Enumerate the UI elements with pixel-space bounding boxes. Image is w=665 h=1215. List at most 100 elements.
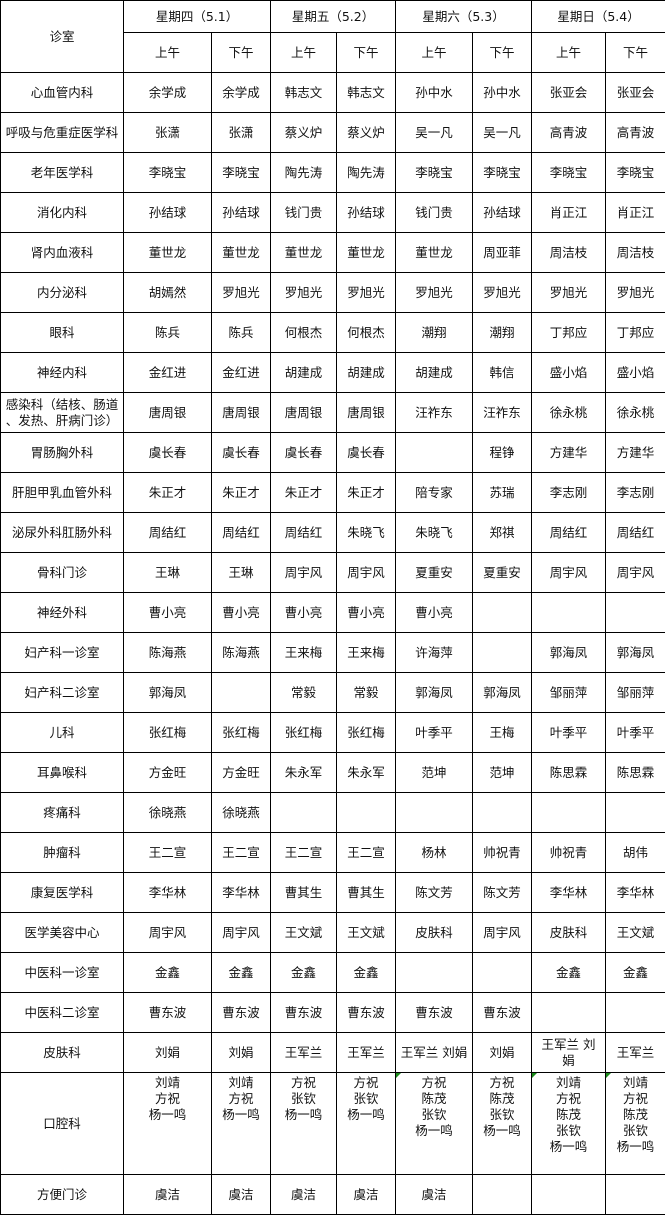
doctor-cell: 朱晓飞 xyxy=(396,513,473,553)
doctor-name: 孙结球 xyxy=(483,205,521,220)
doctor-name: 朱永军 xyxy=(347,765,385,780)
doctor-name: 朱正才 xyxy=(149,485,187,500)
doctor-cell: 曹小亮 xyxy=(271,593,337,633)
doctor-cell xyxy=(473,793,532,833)
day-header: 星期日（5.4） xyxy=(532,1,665,33)
doctor-cell xyxy=(473,633,532,673)
doctor-name: 曹东波 xyxy=(483,1005,521,1020)
table-row: 中医科二诊室曹东波曹东波曹东波曹东波曹东波曹东波 xyxy=(1,993,665,1033)
doctor-name: 苏瑞 xyxy=(490,485,515,500)
table-row: 儿科张红梅张红梅张红梅张红梅叶季平王梅叶季平叶季平 xyxy=(1,713,665,753)
doctor-cell: 肖正江 xyxy=(532,193,606,233)
doctor-cell: 刘娟 xyxy=(212,1033,271,1073)
doctor-name: 胡伟 xyxy=(623,845,648,860)
doctor-name: 李晓宝 xyxy=(415,165,453,180)
doctor-name: 虞洁 xyxy=(155,1187,180,1202)
doctor-cell: 张红梅 xyxy=(124,713,212,753)
dept-name: 呼吸与危重症医学科 xyxy=(1,113,124,153)
doctor-name: 王二宣 xyxy=(347,845,385,860)
doctor-name: 曹小亮 xyxy=(415,605,453,620)
table-row: 医学美容中心周宇风周宇风王文斌王文斌皮肤科周宇风皮肤科王文斌 xyxy=(1,913,665,953)
doctor-cell: 刘靖 方祝 陈茂 张钦 杨一鸣 xyxy=(606,1073,665,1175)
doctor-cell: 王琳 xyxy=(212,553,271,593)
doctor-cell: 肖正江 xyxy=(606,193,665,233)
doctor-name: 虞长春 xyxy=(149,445,187,460)
doctor-name: 韩志文 xyxy=(347,85,385,100)
doctor-cell: 王梅 xyxy=(473,713,532,753)
doctor-name: 夏重安 xyxy=(415,565,453,580)
doctor-cell: 董世龙 xyxy=(124,233,212,273)
doctor-name: 范坤 xyxy=(490,765,515,780)
doctor-name: 陶先涛 xyxy=(347,165,385,180)
doctor-cell: 吴一凡 xyxy=(473,113,532,153)
doctor-name: 曹东波 xyxy=(347,1005,385,1020)
doctor-name: 周结红 xyxy=(222,525,260,540)
doctor-name: 余学成 xyxy=(149,85,187,100)
doctor-cell: 陈海燕 xyxy=(212,633,271,673)
table-row: 皮肤科刘娟刘娟王军兰王军兰王军兰 刘娟刘娟王军兰 刘 娟王军兰 xyxy=(1,1033,665,1073)
doctor-name: 金鑫 xyxy=(556,965,581,980)
doctor-cell: 董世龙 xyxy=(271,233,337,273)
doctor-name: 曹小亮 xyxy=(149,605,187,620)
dept-name: 疼痛科 xyxy=(1,793,124,833)
doctor-cell: 胡建成 xyxy=(271,353,337,393)
dept-name: 肿瘤科 xyxy=(1,833,124,873)
doctor-cell: 周宇风 xyxy=(124,913,212,953)
dept-name: 康复医学科 xyxy=(1,873,124,913)
doctor-name: 丁邦应 xyxy=(550,325,588,340)
doctor-cell xyxy=(606,593,665,633)
doctor-cell: 朱正才 xyxy=(271,473,337,513)
table-row: 胃肠胸外科虞长春虞长春虞长春虞长春程铮方建华方建华 xyxy=(1,433,665,473)
doctor-cell: 刘靖 方祝 陈茂 张钦 杨一鸣 xyxy=(532,1073,606,1175)
doctor-name: 周宇风 xyxy=(149,925,187,940)
doctor-name: 程铮 xyxy=(490,445,515,460)
doctor-cell: 周洁枝 xyxy=(606,233,665,273)
doctor-cell: 周宇风 xyxy=(606,553,665,593)
doctor-cell: 曹其生 xyxy=(337,873,396,913)
doctor-cell xyxy=(606,1175,665,1215)
doctor-name: 朱晓飞 xyxy=(415,525,453,540)
doctor-cell: 胡建成 xyxy=(337,353,396,393)
doctor-name: 李志刚 xyxy=(550,485,588,500)
doctor-cell: 曹东波 xyxy=(396,993,473,1033)
doctor-cell: 周亚菲 xyxy=(473,233,532,273)
pm-header: 下午 xyxy=(606,33,665,73)
doctor-cell xyxy=(532,593,606,633)
doctor-cell xyxy=(473,593,532,633)
dept-name: 心血管内科 xyxy=(1,73,124,113)
doctor-cell: 胡建成 xyxy=(396,353,473,393)
doctor-name: 金红进 xyxy=(222,365,260,380)
am-header: 上午 xyxy=(124,33,212,73)
doctor-cell: 蔡义炉 xyxy=(271,113,337,153)
doctor-name: 金鑫 xyxy=(229,965,254,980)
doctor-cell xyxy=(606,793,665,833)
doctor-cell: 钱门贵 xyxy=(396,193,473,233)
doctor-name: 周结红 xyxy=(550,525,588,540)
doctor-cell: 周宇风 xyxy=(271,553,337,593)
doctor-name: 盛小焰 xyxy=(617,365,655,380)
doctor-name: 李华林 xyxy=(222,885,260,900)
doctor-name: 周宇风 xyxy=(285,565,323,580)
doctor-name: 韩志文 xyxy=(285,85,323,100)
doctor-cell: 李晓宝 xyxy=(473,153,532,193)
doctor-cell: 丁邦应 xyxy=(532,313,606,353)
doctor-name: 张红梅 xyxy=(347,725,385,740)
doctor-name: 叶季平 xyxy=(550,725,588,740)
pm-header: 下午 xyxy=(337,33,396,73)
doctor-cell: 周宇风 xyxy=(532,553,606,593)
doctor-name: 王二宣 xyxy=(285,845,323,860)
doctor-cell: 董世龙 xyxy=(396,233,473,273)
doctor-cell: 李华林 xyxy=(124,873,212,913)
doctor-name: 朱永军 xyxy=(285,765,323,780)
dept-name: 骨科门诊 xyxy=(1,553,124,593)
doctor-cell: 盛小焰 xyxy=(532,353,606,393)
doctor-cell: 徐晓燕 xyxy=(212,793,271,833)
doctor-name: 曹其生 xyxy=(285,885,323,900)
doctor-cell: 潮翔 xyxy=(473,313,532,353)
doctor-cell: 曹其生 xyxy=(271,873,337,913)
doctor-cell: 罗旭光 xyxy=(473,273,532,313)
doctor-cell: 虞洁 xyxy=(124,1175,212,1215)
doctor-cell: 罗旭光 xyxy=(212,273,271,313)
doctor-cell: 何根杰 xyxy=(271,313,337,353)
table-row: 康复医学科李华林李华林曹其生曹其生陈文芳陈文芳李华林李华林 xyxy=(1,873,665,913)
